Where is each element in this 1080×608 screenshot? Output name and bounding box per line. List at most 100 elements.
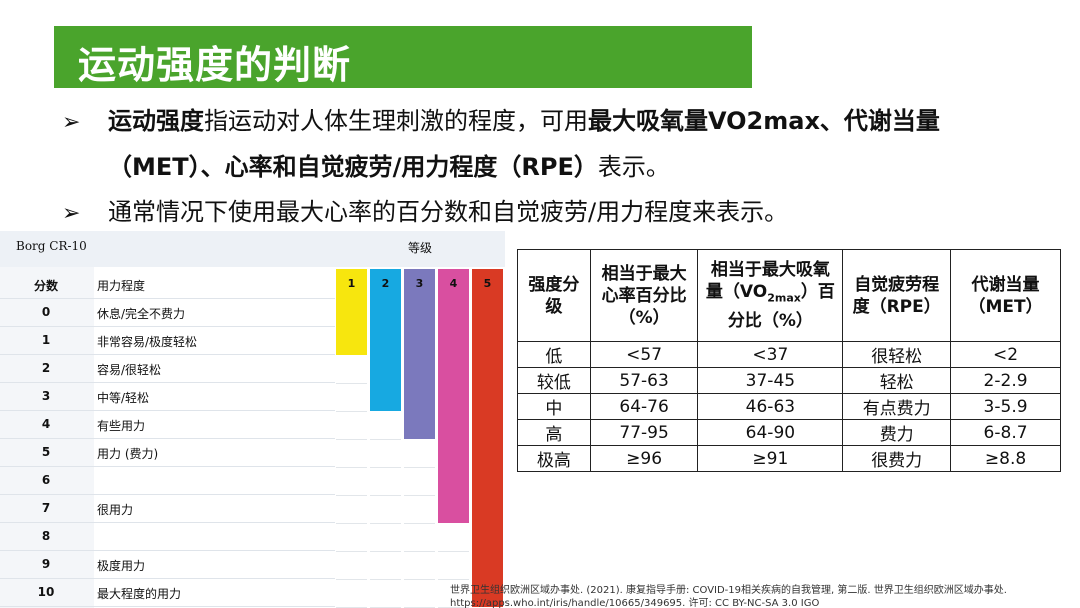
borg-gridline [370, 495, 401, 496]
borg-score: 2 [41, 361, 51, 375]
bullet-segment: 运动强度 [108, 107, 204, 135]
borg-score: 0 [41, 305, 51, 319]
borg-score-header: 分数 [33, 279, 58, 293]
header-level: 强度分级 [517, 249, 591, 342]
citation-line-2: https://apps.who.int/iris/handle/10665/3… [450, 598, 820, 608]
borg-gridline [336, 551, 367, 552]
borg-level-bar-3: 3 [404, 269, 435, 439]
borg-score: 9 [41, 557, 51, 571]
borg-effort: 非常容易/极度轻松 [97, 335, 198, 349]
table-cell: 中 [517, 393, 591, 420]
borg-score: 3 [41, 389, 51, 403]
borg-effort: 用力 (费力) [97, 447, 159, 461]
borg-gridline [404, 523, 435, 524]
bullet-arrow-icon: ➢ [62, 110, 81, 135]
borg-gridline [404, 467, 435, 468]
table-row: 中 64-76 46-63 有点费力 3-5.9 [517, 393, 1061, 420]
intensity-table: 强度分级 相当于最大心率百分比（%） 相当于最大吸氧量（VO2max）百分比（%… [517, 249, 1061, 472]
borg-row: 9 极度用力 [0, 551, 335, 579]
borg-column-header: 分数 用力程度 [0, 271, 335, 299]
bullet-segment: 指运动对人体生理刺激的程度，可用 [204, 107, 588, 135]
slide-title: 运动强度的判断 [78, 43, 352, 87]
table-row: 极高 ≥96 ≥91 很费力 ≥8.8 [517, 445, 1061, 472]
borg-effort: 极度用力 [97, 559, 146, 573]
header-vo2-percent: 相当于最大吸氧量（VO2max）百分比（%） [697, 249, 844, 342]
borg-score: 8 [41, 529, 51, 543]
table-cell: 77-95 [589, 419, 699, 446]
borg-gridline [370, 467, 401, 468]
bullet-arrow-icon: ➢ [62, 201, 81, 226]
borg-level-bar-5: 5 [472, 269, 503, 607]
table-cell: ≥8.8 [950, 445, 1061, 472]
borg-score: 10 [37, 585, 55, 599]
borg-gridline [336, 495, 367, 496]
table-cell: 37-45 [697, 367, 844, 394]
borg-row: 6 [0, 467, 335, 495]
table-cell: 费力 [842, 419, 952, 446]
borg-score-column-bg [0, 267, 94, 608]
borg-row: 2 容易/很轻松 [0, 355, 335, 383]
borg-score: 7 [41, 501, 51, 515]
table-cell: 很费力 [842, 445, 952, 472]
table-cell: 57-63 [589, 367, 699, 394]
table-cell: 很轻松 [842, 341, 952, 368]
borg-effort: 中等/轻松 [97, 391, 150, 405]
bullet-1-line-1: ➢ 运动强度指运动对人体生理刺激的程度，可用最大吸氧量VO2max、代谢当量 [62, 104, 940, 140]
table-cell: 64-90 [697, 419, 844, 446]
citation: 世界卫生组织欧洲区域办事处. (2021). 康复指导手册: COVID-19相… [450, 584, 1007, 608]
borg-score: 1 [41, 333, 51, 347]
borg-row: 0 休息/完全不费力 [0, 299, 335, 327]
table-cell: 高 [517, 419, 591, 446]
borg-level-bar-4: 4 [438, 269, 469, 523]
borg-row: 3 中等/轻松 [0, 383, 335, 411]
borg-gridline [370, 579, 401, 580]
borg-title: Borg CR-10 [16, 239, 87, 253]
borg-header-bg [0, 231, 505, 267]
borg-effort: 休息/完全不费力 [97, 307, 186, 321]
borg-score: 5 [41, 445, 51, 459]
table-cell: 极高 [517, 445, 591, 472]
bullet-1-line-2: （MET）、心率和自觉疲劳/用力程度（RPE）表示。 [108, 150, 670, 184]
table-cell: 46-63 [697, 393, 844, 420]
borg-gridline [370, 523, 401, 524]
borg-gridline [370, 439, 401, 440]
bullet-2-text: 通常情况下使用最大心率的百分数和自觉疲劳/用力程度来表示。 [108, 198, 788, 226]
table-cell: 有点费力 [842, 393, 952, 420]
bullet-2: ➢ 通常情况下使用最大心率的百分数和自觉疲劳/用力程度来表示。 [62, 195, 788, 231]
bullet-1-text: 运动强度指运动对人体生理刺激的程度，可用最大吸氧量VO2max、代谢当量 [108, 107, 940, 135]
borg-effort-header: 用力程度 [97, 279, 146, 293]
borg-score: 4 [41, 417, 51, 431]
table-cell: 64-76 [589, 393, 699, 420]
table-cell: 2-2.9 [950, 367, 1061, 394]
table-cell: 轻松 [842, 367, 952, 394]
borg-level-bar-2: 2 [370, 269, 401, 411]
borg-row: 10 最大程度的用力 [0, 579, 335, 607]
citation-line-1: 世界卫生组织欧洲区域办事处. (2021). 康复指导手册: COVID-19相… [450, 585, 1007, 596]
bullet-1-text-cont: （MET）、心率和自觉疲劳/用力程度（RPE）表示。 [108, 153, 670, 181]
header-met: 代谢当量（MET） [950, 249, 1061, 342]
borg-gridline [336, 467, 367, 468]
table-cell: ≥91 [697, 445, 844, 472]
table-cell: ≥96 [589, 445, 699, 472]
borg-gridline [404, 495, 435, 496]
borg-gridline [438, 551, 469, 552]
intensity-table-header-row: 强度分级 相当于最大心率百分比（%） 相当于最大吸氧量（VO2max）百分比（%… [517, 249, 1061, 342]
table-cell: 3-5.9 [950, 393, 1061, 420]
borg-gridline [336, 439, 367, 440]
borg-effort: 容易/很轻松 [97, 363, 162, 377]
borg-gridline [404, 579, 435, 580]
table-row: 高 77-95 64-90 费力 6-8.7 [517, 419, 1061, 446]
table-cell: <37 [697, 341, 844, 368]
borg-level-bar-1: 1 [336, 269, 367, 355]
table-cell: <2 [950, 341, 1061, 368]
borg-gridline [336, 579, 367, 580]
borg-effort: 很用力 [97, 503, 134, 517]
header-rpe: 自觉疲劳程度（RPE） [842, 249, 952, 342]
table-row: 低 <57 <37 很轻松 <2 [517, 341, 1061, 368]
bullet-segment: 表示。 [597, 153, 670, 181]
borg-effort: 有些用力 [97, 419, 146, 433]
bullet-segment: （MET）、心率和自觉疲劳/用力程度（RPE） [108, 153, 598, 181]
borg-effort: 最大程度的用力 [97, 587, 182, 601]
borg-gridline [370, 551, 401, 552]
header-hr-percent: 相当于最大心率百分比（%） [589, 249, 699, 342]
